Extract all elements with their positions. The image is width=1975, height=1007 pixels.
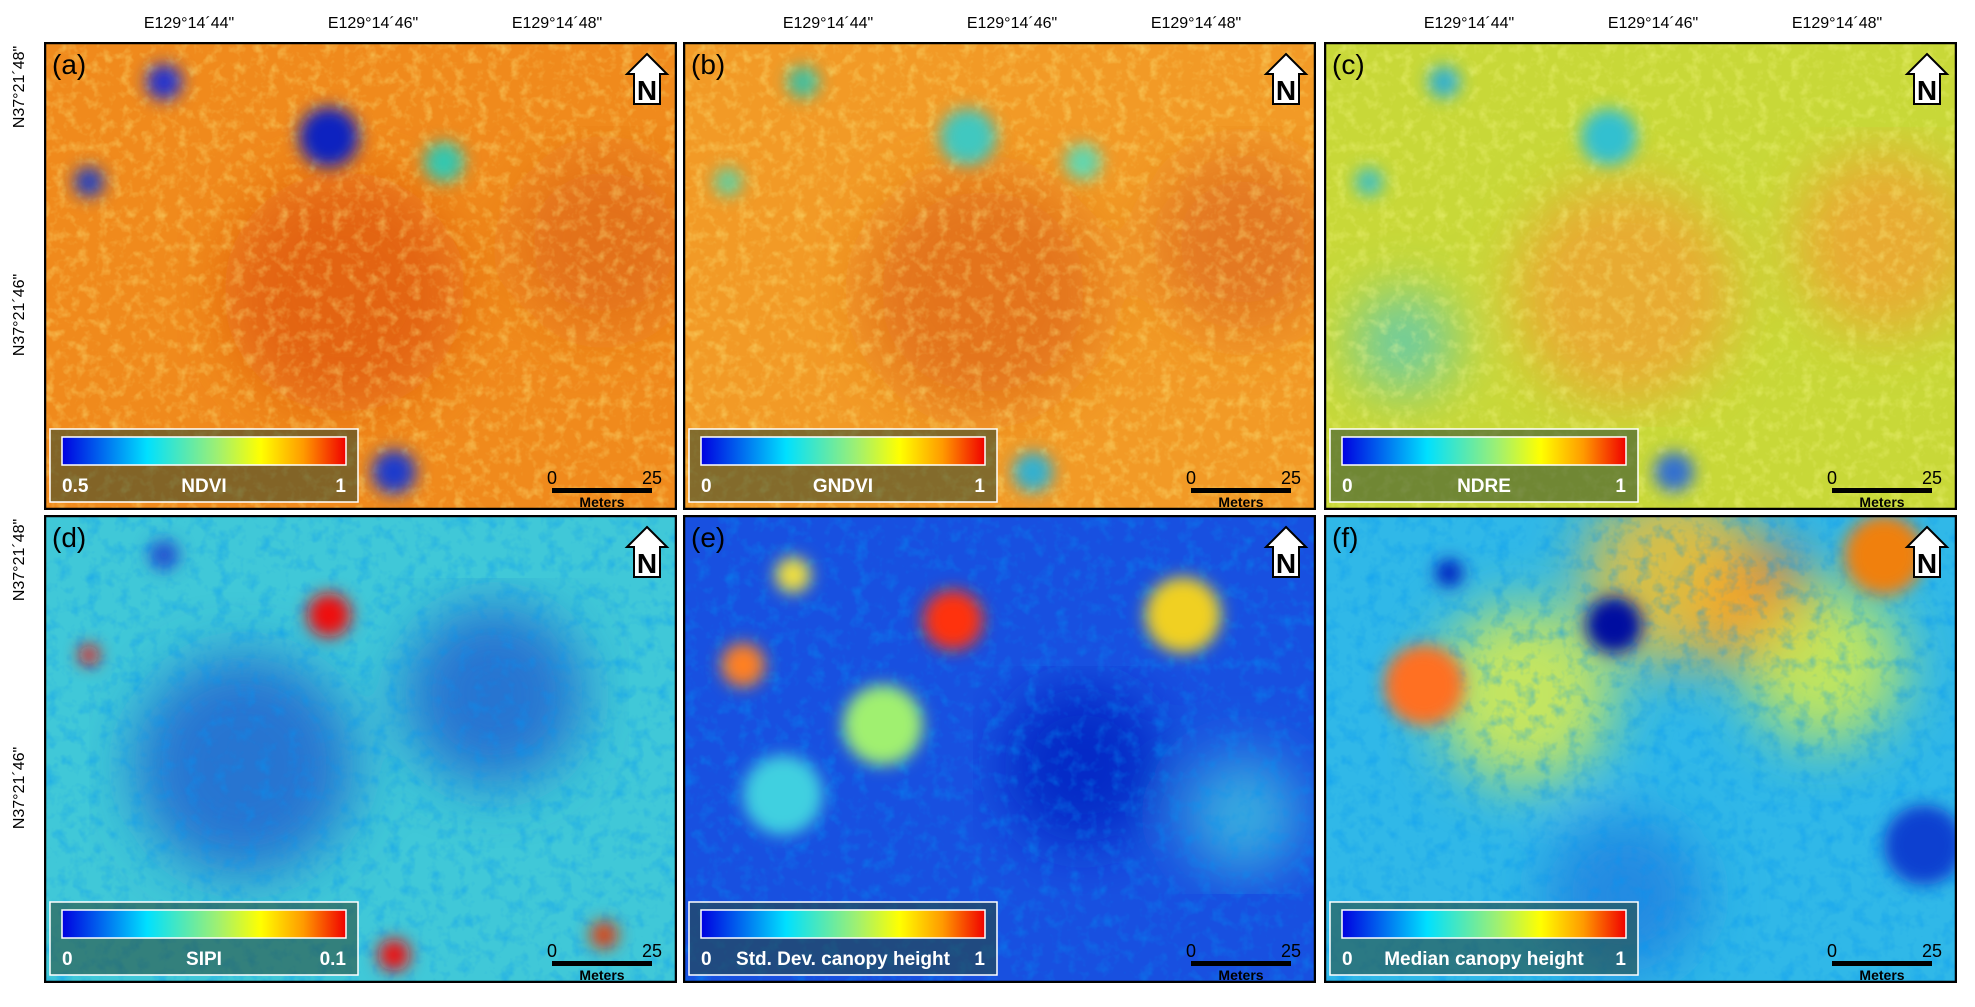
- legend-min: 0: [701, 476, 712, 497]
- scale-unit: Meters: [1859, 494, 1904, 510]
- north-arrow: N: [1263, 525, 1309, 579]
- color-ramp: [61, 909, 347, 939]
- scale-max: 25: [1281, 468, 1301, 488]
- scale-bar: 0 25 Meters: [1827, 941, 1942, 983]
- scale-unit: Meters: [579, 967, 624, 983]
- north-arrow: N: [1904, 525, 1950, 579]
- color-ramp: [700, 436, 986, 466]
- panel-label: (e): [691, 522, 725, 553]
- map-panel: (b) N 0 GNDVI 1 0 25 Meters: [683, 42, 1316, 510]
- legend: 0 GNDVI 1: [688, 428, 998, 503]
- map-panel: (a) N 0.5 NDVI 1 0 25 Meters: [44, 42, 677, 510]
- latitude-label: N37°21´48": [11, 519, 28, 601]
- scale-min: 0: [1827, 468, 1837, 488]
- legend-max: 0.1: [320, 949, 347, 970]
- color-ramp: [1341, 909, 1627, 939]
- map-panel: (d) N 0 SIPI 0.1 0 25 Meters: [44, 515, 677, 983]
- scale-bar: 0 25 Meters: [1186, 941, 1301, 983]
- scale-min: 0: [1827, 941, 1837, 961]
- north-label: N: [1917, 548, 1937, 579]
- scale-max: 25: [642, 941, 662, 961]
- legend-name: Median canopy height: [1384, 949, 1584, 970]
- panel-label: (a): [52, 49, 86, 80]
- legend-name: GNDVI: [813, 476, 873, 497]
- longitude-label: E129°14´46": [967, 15, 1057, 32]
- scale-unit: Meters: [1218, 494, 1263, 510]
- scale-bar: 0 25 Meters: [1827, 468, 1942, 510]
- map-panel: (f) N 0 Median canopy height 1 0 25 Meters: [1324, 515, 1957, 983]
- scale-min: 0: [1186, 468, 1196, 488]
- latitude-label: N37°21´46": [11, 747, 28, 829]
- north-arrow: N: [624, 52, 670, 106]
- north-label: N: [1917, 75, 1937, 106]
- legend-name: SIPI: [186, 949, 222, 970]
- scale-min: 0: [1186, 941, 1196, 961]
- legend-min: 0: [62, 949, 73, 970]
- legend-max: 1: [1615, 476, 1626, 497]
- north-arrow: N: [624, 525, 670, 579]
- longitude-label: E129°14´48": [1792, 15, 1882, 32]
- legend-max: 1: [974, 476, 985, 497]
- legend-min: 0: [1342, 476, 1353, 497]
- legend-name: NDVI: [181, 476, 226, 497]
- legend-min: 0: [701, 949, 712, 970]
- north-label: N: [637, 75, 657, 106]
- north-label: N: [637, 548, 657, 579]
- latitude-label: N37°21´48": [11, 46, 28, 128]
- legend: 0 NDRE 1: [1329, 428, 1639, 503]
- color-ramp: [61, 436, 347, 466]
- scale-max: 25: [1922, 941, 1942, 961]
- longitude-label: E129°14´44": [783, 15, 873, 32]
- scale-bar: 0 25 Meters: [547, 468, 662, 510]
- legend-max: 1: [1615, 949, 1626, 970]
- panel-label: (d): [52, 522, 86, 553]
- legend-max: 1: [335, 476, 346, 497]
- legend: 0 Median canopy height 1: [1329, 901, 1639, 976]
- scale-min: 0: [547, 941, 557, 961]
- longitude-label: E129°14´48": [512, 15, 602, 32]
- legend-min: 0.5: [62, 476, 89, 497]
- longitude-label: E129°14´46": [1608, 15, 1698, 32]
- scale-min: 0: [547, 468, 557, 488]
- scale-bar: 0 25 Meters: [547, 941, 662, 983]
- legend-max: 1: [974, 949, 985, 970]
- scale-unit: Meters: [1859, 967, 1904, 983]
- longitude-label: E129°14´44": [144, 15, 234, 32]
- color-ramp: [700, 909, 986, 939]
- map-panel: (e) N 0 Std. Dev. canopy height 1 0 25 Meters: [683, 515, 1316, 983]
- legend-name: Std. Dev. canopy height: [736, 949, 951, 970]
- legend-min: 0: [1342, 949, 1353, 970]
- legend: 0 Std. Dev. canopy height 1: [688, 901, 998, 976]
- legend: 0 SIPI 0.1: [49, 901, 359, 976]
- legend-name: NDRE: [1457, 476, 1511, 497]
- scale-unit: Meters: [1218, 967, 1263, 983]
- scale-bar: 0 25 Meters: [1186, 468, 1301, 510]
- north-label: N: [1276, 548, 1296, 579]
- longitude-label: E129°14´46": [328, 15, 418, 32]
- north-label: N: [1276, 75, 1296, 106]
- north-arrow: N: [1904, 52, 1950, 106]
- panel-label: (f): [1332, 522, 1358, 553]
- scale-max: 25: [642, 468, 662, 488]
- scale-max: 25: [1922, 468, 1942, 488]
- longitude-label: E129°14´44": [1424, 15, 1514, 32]
- map-panel: (c) N 0 NDRE 1 0 25 Meters: [1324, 42, 1957, 510]
- color-ramp: [1341, 436, 1627, 466]
- legend: 0.5 NDVI 1: [49, 428, 359, 503]
- panel-label: (b): [691, 49, 725, 80]
- longitude-label: E129°14´48": [1151, 15, 1241, 32]
- north-arrow: N: [1263, 52, 1309, 106]
- panel-label: (c): [1332, 49, 1365, 80]
- scale-unit: Meters: [579, 494, 624, 510]
- scale-max: 25: [1281, 941, 1301, 961]
- latitude-label: N37°21´46": [11, 274, 28, 356]
